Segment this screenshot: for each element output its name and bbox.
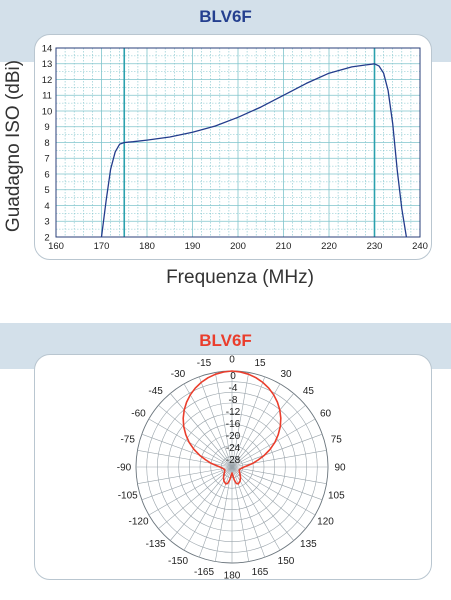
polar-spoke — [231, 466, 294, 541]
polar-spoke — [170, 393, 233, 468]
radial-label: -16 — [226, 419, 241, 430]
polar-spoke — [141, 466, 233, 501]
polar-spoke — [231, 376, 266, 468]
angle-label: 15 — [254, 358, 266, 369]
x-tick-label: 180 — [139, 241, 155, 252]
angle-label: 90 — [334, 463, 346, 474]
x-tick-label: 220 — [321, 241, 337, 252]
polar-spoke — [215, 466, 233, 562]
polar-spoke — [137, 466, 233, 484]
angle-label: 180 — [224, 571, 241, 582]
angle-label: 45 — [303, 386, 315, 397]
angle-label: -150 — [168, 556, 188, 567]
radial-label: 0 — [230, 371, 236, 382]
angle-label: 60 — [320, 409, 332, 420]
radial-label: -24 — [226, 443, 241, 454]
angle-label: -60 — [131, 409, 146, 420]
angle-label: -30 — [171, 369, 186, 380]
y-tick-label: 8 — [44, 138, 49, 149]
angle-label: -165 — [194, 567, 214, 578]
gain-chart-title: BLV6F — [199, 7, 252, 26]
polar-spoke — [215, 372, 233, 468]
plot-frame — [55, 47, 421, 238]
polar-spoke — [170, 466, 233, 541]
angle-label: 120 — [317, 517, 334, 528]
angle-label: -75 — [120, 435, 135, 446]
polar-spoke — [158, 466, 233, 529]
y-tick-label: 3 — [44, 217, 49, 228]
polar-spoke — [231, 393, 294, 468]
x-tick-label: 240 — [412, 241, 428, 252]
x-tick-label: 160 — [48, 241, 64, 252]
polar-spoke — [183, 383, 233, 468]
y-tick-label: 2 — [44, 232, 49, 243]
polar-spoke — [231, 372, 249, 468]
y-tick-label: 14 — [42, 43, 53, 54]
angle-label: 30 — [280, 369, 292, 380]
polar-spoke — [231, 466, 266, 558]
gain-curve — [100, 63, 408, 238]
y-tick-label: 11 — [42, 91, 52, 102]
x-tick-label: 210 — [276, 241, 292, 252]
angle-label: -135 — [146, 539, 166, 550]
y-tick-label: 5 — [44, 185, 49, 196]
polar-spoke — [231, 466, 249, 562]
angle-label: 0 — [229, 355, 235, 366]
angle-label: -45 — [148, 386, 163, 397]
polar-spoke — [231, 466, 327, 484]
polar-chart-title: BLV6F — [199, 331, 252, 350]
polar-spoke — [231, 466, 306, 529]
polar-spoke — [198, 466, 233, 558]
y-tick-label: 12 — [42, 75, 53, 86]
radial-label: -12 — [226, 407, 241, 418]
y-tick-label: 4 — [44, 201, 49, 212]
polar-spoke — [231, 383, 281, 468]
angle-label: 135 — [300, 539, 317, 550]
x-axis-label: Frequenza (MHz) — [166, 267, 314, 288]
y-tick-label: 10 — [42, 106, 53, 117]
polar-spoke — [141, 433, 233, 468]
y-tick-label: 7 — [44, 154, 49, 165]
x-tick-label: 170 — [94, 241, 110, 252]
angle-label: -120 — [128, 517, 148, 528]
polar-spoke — [231, 433, 323, 468]
radial-label: -4 — [229, 383, 238, 394]
angle-label: 165 — [252, 567, 269, 578]
polar-spoke — [158, 405, 233, 468]
x-tick-label: 200 — [230, 241, 246, 252]
polar-spoke — [231, 466, 323, 501]
angle-label: -90 — [117, 463, 132, 474]
radial-label: -20 — [226, 431, 241, 442]
polar-spoke — [231, 450, 327, 468]
polar-spoke — [137, 450, 233, 468]
radial-label: -28 — [226, 455, 241, 466]
angle-label: 105 — [328, 491, 345, 502]
angle-label: -15 — [197, 358, 212, 369]
x-tick-label: 230 — [367, 241, 383, 252]
radial-label: -8 — [229, 395, 238, 406]
angle-label: 75 — [331, 435, 343, 446]
polar-spoke — [231, 405, 306, 468]
polar-spoke — [231, 466, 316, 516]
polar-spoke — [148, 466, 233, 516]
angle-label: -105 — [118, 491, 138, 502]
polar-spoke — [198, 376, 233, 468]
angle-label: 150 — [278, 556, 295, 567]
y-tick-label: 13 — [42, 59, 53, 70]
radiation-pattern — [182, 370, 282, 485]
x-tick-label: 190 — [185, 241, 201, 252]
y-tick-label: 6 — [44, 169, 49, 180]
y-tick-label: 9 — [44, 122, 49, 133]
